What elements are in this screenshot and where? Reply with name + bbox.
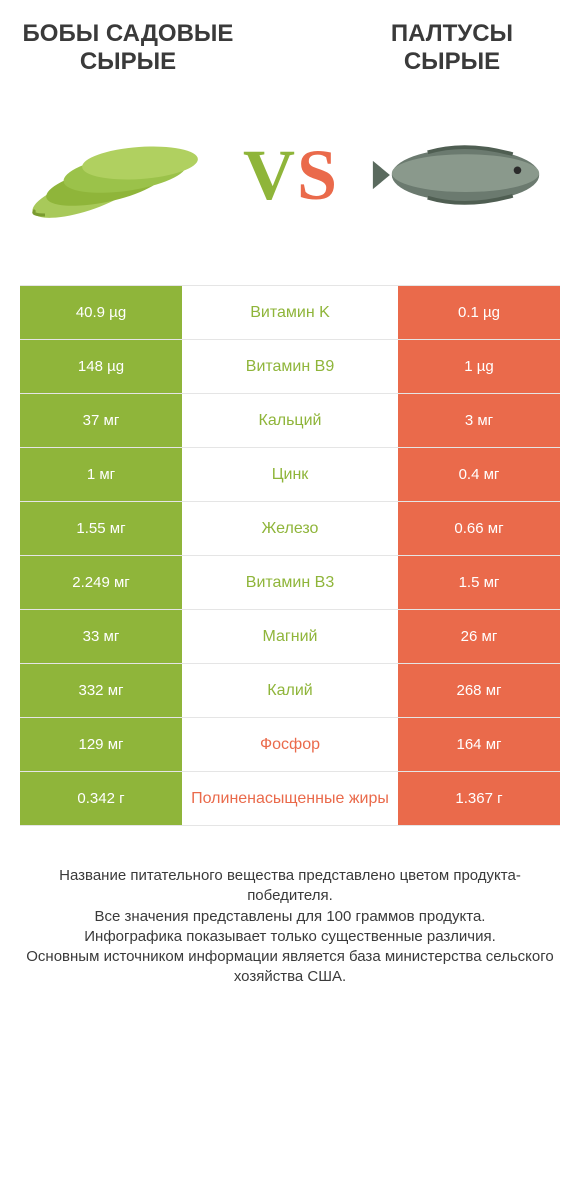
cell-nutrient-label: Витамин B9 xyxy=(182,340,398,393)
cell-nutrient-label: Фосфор xyxy=(182,718,398,771)
titles: БОБЫ САДОВЫЕ СЫРЫЕ ПАЛТУСЫ СЫРЫЕ xyxy=(20,20,560,75)
table-row: 40.9 µgВитамин K0.1 µg xyxy=(20,286,560,340)
cell-nutrient-label: Железо xyxy=(182,502,398,555)
cell-right-value: 268 мг xyxy=(398,664,560,717)
fish-icon xyxy=(371,115,560,235)
comparison-table: 40.9 µgВитамин K0.1 µg148 µgВитамин B91 … xyxy=(20,285,560,826)
cell-left-value: 37 мг xyxy=(20,394,182,447)
table-row: 0.342 гПолиненасыщенные жиры1.367 г xyxy=(20,772,560,826)
cell-right-value: 26 мг xyxy=(398,610,560,663)
cell-nutrient-label: Витамин B3 xyxy=(182,556,398,609)
cell-right-value: 3 мг xyxy=(398,394,560,447)
table-row: 129 мгФосфор164 мг xyxy=(20,718,560,772)
footer-line-2: Все значения представлены для 100 граммо… xyxy=(24,907,556,927)
table-row: 2.249 мгВитамин B31.5 мг xyxy=(20,556,560,610)
footer-line-4: Основным источником информации является … xyxy=(24,947,556,988)
footer-line-1: Название питательного вещества представл… xyxy=(24,866,556,907)
cell-nutrient-label: Витамин K xyxy=(182,286,398,339)
vs-s: S xyxy=(297,134,337,217)
cell-left-value: 1.55 мг xyxy=(20,502,182,555)
right-image xyxy=(371,115,560,235)
cell-left-value: 332 мг xyxy=(20,664,182,717)
table-row: 1.55 мгЖелезо0.66 мг xyxy=(20,502,560,556)
cell-right-value: 1 µg xyxy=(398,340,560,393)
footer-text: Название питательного вещества представл… xyxy=(20,866,560,988)
cell-left-value: 2.249 мг xyxy=(20,556,182,609)
cell-nutrient-label: Магний xyxy=(182,610,398,663)
cell-right-value: 164 мг xyxy=(398,718,560,771)
cell-left-value: 1 мг xyxy=(20,448,182,501)
cell-right-value: 0.66 мг xyxy=(398,502,560,555)
table-row: 148 µgВитамин B91 µg xyxy=(20,340,560,394)
cell-nutrient-label: Цинк xyxy=(182,448,398,501)
table-row: 332 мгКалий268 мг xyxy=(20,664,560,718)
table-row: 37 мгКальций3 мг xyxy=(20,394,560,448)
table-row: 33 мгМагний26 мг xyxy=(20,610,560,664)
beans-icon xyxy=(25,115,205,235)
cell-left-value: 0.342 г xyxy=(20,772,182,825)
cell-left-value: 33 мг xyxy=(20,610,182,663)
cell-right-value: 1.367 г xyxy=(398,772,560,825)
cell-left-value: 129 мг xyxy=(20,718,182,771)
title-right: ПАЛТУСЫ СЫРЫЕ xyxy=(344,20,560,75)
vs-label: VS xyxy=(243,134,337,217)
title-left: БОБЫ САДОВЫЕ СЫРЫЕ xyxy=(20,20,236,75)
cell-right-value: 0.1 µg xyxy=(398,286,560,339)
cell-left-value: 148 µg xyxy=(20,340,182,393)
cell-right-value: 1.5 мг xyxy=(398,556,560,609)
cell-left-value: 40.9 µg xyxy=(20,286,182,339)
vs-v: V xyxy=(243,134,295,217)
left-image xyxy=(20,115,209,235)
cell-nutrient-label: Полиненасыщенные жиры xyxy=(182,772,398,825)
table-row: 1 мгЦинк0.4 мг xyxy=(20,448,560,502)
cell-right-value: 0.4 мг xyxy=(398,448,560,501)
cell-nutrient-label: Кальций xyxy=(182,394,398,447)
cell-nutrient-label: Калий xyxy=(182,664,398,717)
footer-line-3: Инфографика показывает только существенн… xyxy=(24,927,556,947)
image-row: VS xyxy=(20,105,560,245)
